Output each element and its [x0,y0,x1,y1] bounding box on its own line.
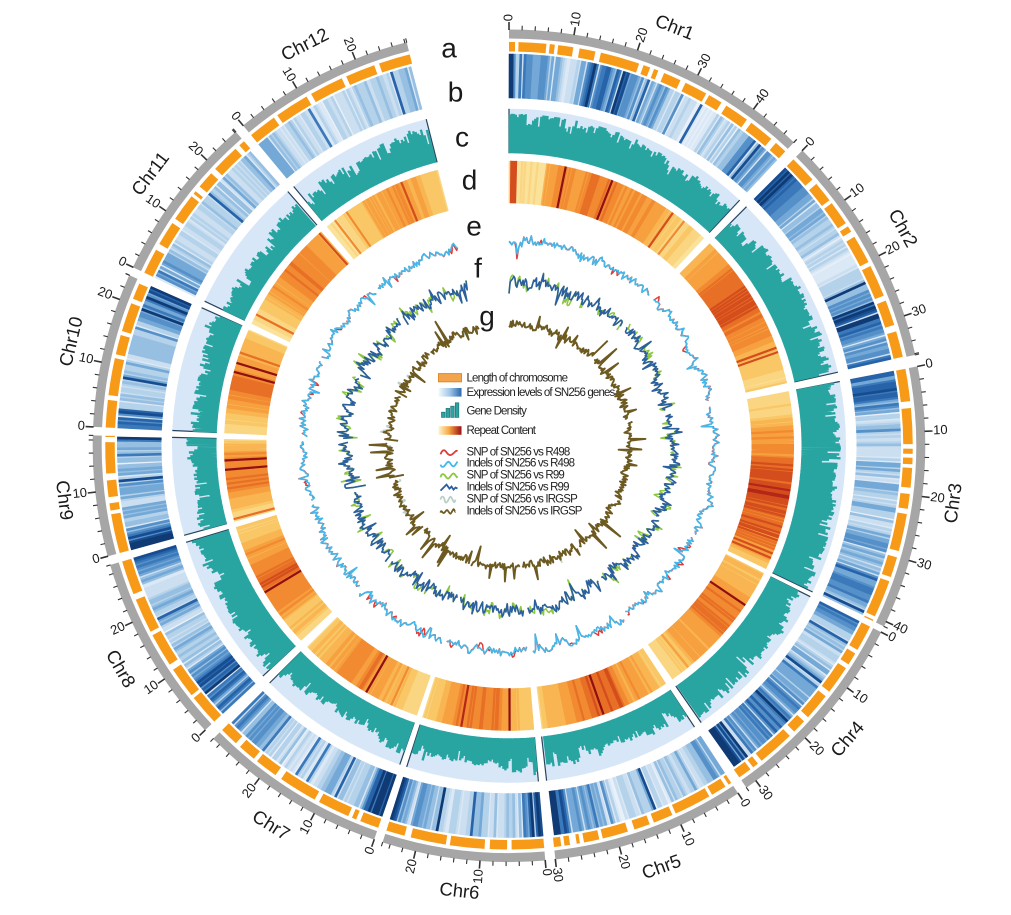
svg-text:30: 30 [756,782,777,803]
svg-text:e: e [466,210,482,241]
svg-text:10: 10 [567,11,584,28]
svg-text:10: 10 [78,349,95,367]
svg-text:10: 10 [679,829,699,848]
svg-text:0: 0 [361,845,378,857]
svg-text:Indels of SN256 vs R498: Indels of SN256 vs R498 [467,458,575,470]
svg-text:20: 20 [883,238,903,258]
svg-text:10: 10 [847,180,868,201]
svg-text:10: 10 [850,686,870,707]
svg-text:d: d [462,164,478,195]
svg-text:f: f [474,252,482,283]
svg-text:Gene Density: Gene Density [467,406,528,418]
svg-text:0: 0 [77,418,85,433]
svg-text:10: 10 [141,677,161,698]
svg-text:b: b [448,76,464,107]
svg-text:g: g [479,300,495,331]
svg-text:30: 30 [550,867,567,883]
svg-text:20: 20 [615,853,633,871]
svg-text:10: 10 [470,869,486,884]
svg-text:Indels of SN256 vs R99: Indels of SN256 vs R99 [467,482,570,494]
svg-text:Chr6: Chr6 [438,878,480,903]
svg-text:0: 0 [924,355,934,371]
svg-text:SNP of SN256 vs R99: SNP of SN256 vs R99 [467,469,565,481]
svg-text:10: 10 [933,422,948,437]
svg-text:0: 0 [90,550,101,566]
svg-text:a: a [441,32,457,63]
svg-text:10: 10 [279,64,299,84]
svg-text:20: 20 [632,26,651,44]
svg-text:20: 20 [108,618,127,638]
svg-text:Expression levels of SN256 gen: Expression levels of SN256 genes [467,387,616,399]
svg-text:40: 40 [891,617,910,637]
svg-text:c: c [455,121,469,152]
svg-text:Chr9: Chr9 [52,479,78,521]
svg-text:SNP of SN256 vs R498: SNP of SN256 vs R498 [467,446,570,458]
svg-text:SNP of SN256 vs IRGSP: SNP of SN256 vs IRGSP [467,494,579,506]
svg-text:Repeat Content: Repeat Content [467,425,537,437]
svg-text:10: 10 [296,817,316,837]
svg-text:20: 20 [930,489,946,506]
svg-text:0: 0 [500,14,515,21]
svg-text:20: 20 [96,283,115,302]
svg-text:Length of chromosome: Length of chromosome [467,373,568,385]
svg-text:20: 20 [341,35,360,54]
svg-text:20: 20 [402,857,420,874]
svg-text:20: 20 [239,780,260,801]
svg-text:40: 40 [752,86,773,107]
svg-text:10: 10 [143,191,163,212]
svg-text:30: 30 [694,51,714,71]
svg-text:30: 30 [915,555,933,573]
svg-text:Chr3: Chr3 [940,482,966,524]
svg-text:30: 30 [910,301,928,320]
svg-text:Indels of SN256 vs IRGSP: Indels of SN256 vs IRGSP [467,506,583,518]
svg-text:0: 0 [540,868,556,877]
svg-text:10: 10 [72,485,88,502]
